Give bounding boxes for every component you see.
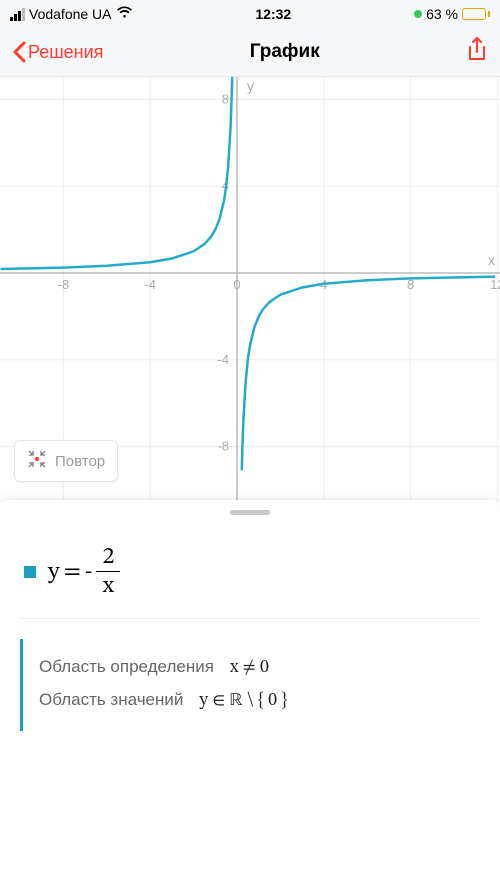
series-color-swatch <box>24 566 36 578</box>
carrier-label: Vodafone UA <box>29 6 112 22</box>
page-title: График <box>250 41 320 63</box>
domain-range-label: Область значений <box>39 690 183 710</box>
svg-text:y: y <box>247 78 254 94</box>
wifi-icon <box>116 6 133 23</box>
formula-sign: - <box>85 557 93 587</box>
back-button[interactable]: Решения <box>12 41 103 63</box>
domain-range-row: Область значений y ∈ ℝ \ { 0 } <box>39 690 480 713</box>
share-icon <box>466 37 488 63</box>
formula-block: y = - 2 x <box>0 545 500 618</box>
status-time: 12:32 <box>255 6 291 22</box>
svg-text:-8: -8 <box>58 277 70 292</box>
chevron-left-icon <box>12 41 26 63</box>
signal-icon <box>10 8 25 21</box>
svg-text:0: 0 <box>233 277 240 292</box>
battery-pct: 63 % <box>426 6 458 22</box>
svg-text:-8: -8 <box>217 439 229 454</box>
back-label: Решения <box>28 42 103 63</box>
activity-dot-icon <box>414 10 422 18</box>
domain-range-value: y ∈ ℝ \ { 0 } <box>199 690 287 713</box>
collapse-arrows-icon <box>27 449 47 473</box>
formula-fraction: 2 x <box>96 545 120 598</box>
svg-text:12: 12 <box>490 277 500 292</box>
status-bar: Vodafone UA 12:32 63 % <box>0 0 500 28</box>
formula: y = - 2 x <box>48 545 120 598</box>
status-left: Vodafone UA <box>10 6 133 23</box>
reset-view-button[interactable]: Повтор <box>14 440 118 482</box>
domain-definition-row: Область определения x ≠ 0 <box>39 657 480 680</box>
svg-text:-4: -4 <box>217 352 229 367</box>
chart-area[interactable]: -8-404812-8-448xy Повтор <box>0 76 500 512</box>
battery-icon <box>462 8 490 20</box>
domain-definition-label: Область определения <box>39 657 214 677</box>
svg-text:-4: -4 <box>144 277 156 292</box>
formula-numerator: 2 <box>96 545 120 572</box>
svg-text:8: 8 <box>222 91 229 106</box>
formula-denominator: x <box>103 572 115 598</box>
domain-definition-value: x ≠ 0 <box>230 657 269 680</box>
reset-view-label: Повтор <box>55 453 105 470</box>
share-button[interactable] <box>466 37 488 68</box>
divider <box>20 618 480 619</box>
formula-lhs: y <box>48 557 60 587</box>
domain-block: Область определения x ≠ 0 Область значен… <box>20 639 480 731</box>
sheet-grabber[interactable] <box>230 510 270 515</box>
details-sheet: y = - 2 x Область определения x ≠ 0 Обла… <box>0 500 500 889</box>
nav-bar: Решения График <box>0 28 500 76</box>
svg-text:x: x <box>488 252 495 268</box>
status-right: 63 % <box>414 6 490 22</box>
formula-eq: = <box>64 557 81 587</box>
